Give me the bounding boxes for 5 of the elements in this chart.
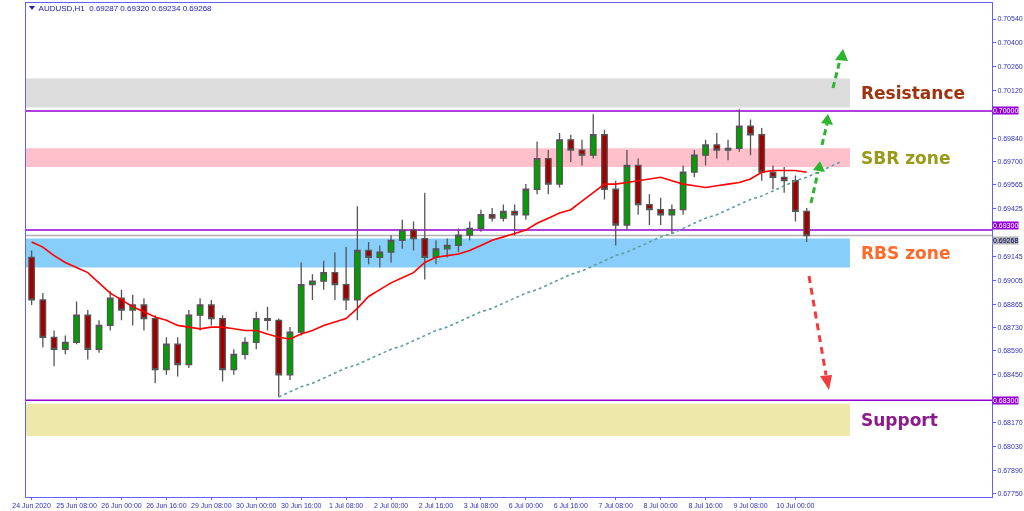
band-label: Resistance (861, 83, 965, 103)
chart-title: AUDUSD,H1 0.69287 0.69320 0.69234 0.69268 (38, 4, 213, 14)
band-label: RBS zone (861, 243, 951, 263)
band-label: SBR zone (861, 148, 951, 168)
band-label: Support (861, 410, 938, 430)
